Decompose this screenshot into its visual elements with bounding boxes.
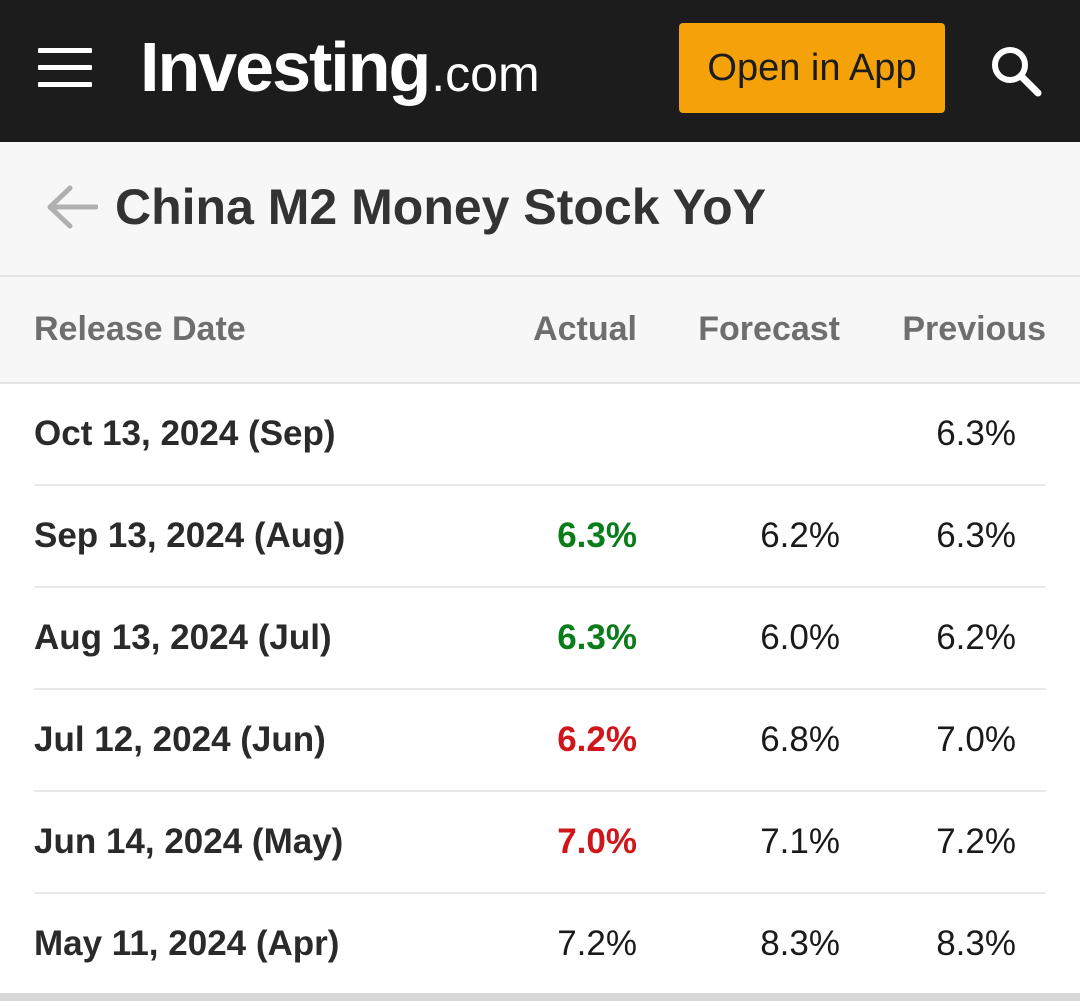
forecast-value-cell: 6.2%: [760, 516, 840, 555]
release-date-cell: Jun 14, 2024 (May): [34, 822, 344, 861]
investing-logo[interactable]: Investing .com: [140, 22, 540, 112]
menu-line: [38, 65, 92, 70]
bottom-divider: [0, 993, 1080, 1001]
forecast-value-cell: 6.8%: [760, 720, 840, 759]
release-history-table: Oct 13, 2024 (Sep) 6.3% Sep 13, 2024 (Au…: [34, 384, 1046, 994]
actual-value-cell: 6.2%: [557, 720, 637, 759]
actual-value-cell: 7.0%: [557, 822, 637, 861]
previous-value-cell: 7.2%: [936, 822, 1016, 861]
table-row: May 11, 2024 (Apr) 7.2% 8.3% 8.3%: [34, 894, 1046, 994]
table-row: Oct 13, 2024 (Sep) 6.3%: [34, 384, 1046, 486]
column-header-forecast: Forecast: [698, 310, 840, 348]
table-row: Jun 14, 2024 (May) 7.0% 7.1% 7.2%: [34, 792, 1046, 894]
table-header: Release Date Actual Forecast Previous: [0, 277, 1080, 384]
release-date-cell: Oct 13, 2024 (Sep): [34, 414, 336, 453]
page-title-bar: China M2 Money Stock YoY: [0, 142, 1080, 277]
table-row: Aug 13, 2024 (Jul) 6.3% 6.0% 6.2%: [34, 588, 1046, 690]
forecast-value-cell: 7.1%: [760, 822, 840, 861]
table-row: Sep 13, 2024 (Aug) 6.3% 6.2% 6.3%: [34, 486, 1046, 588]
previous-value-cell: 6.3%: [936, 516, 1016, 555]
logo-brand-text: Investing: [140, 28, 431, 106]
previous-value-cell: 8.3%: [936, 924, 1016, 963]
release-date-cell: Aug 13, 2024 (Jul): [34, 618, 332, 657]
previous-value-cell: 6.2%: [936, 618, 1016, 657]
open-in-app-button[interactable]: Open in App: [679, 23, 945, 113]
menu-line: [38, 48, 92, 53]
column-header-actual: Actual: [533, 310, 637, 348]
hamburger-menu-icon[interactable]: [38, 48, 92, 88]
actual-value-cell: 6.3%: [557, 516, 637, 555]
release-date-cell: May 11, 2024 (Apr): [34, 924, 340, 963]
menu-line: [38, 82, 92, 87]
actual-value-cell: 7.2%: [557, 924, 637, 963]
column-header-release-date: Release Date: [34, 310, 246, 348]
forecast-value-cell: 6.0%: [760, 618, 840, 657]
previous-value-cell: 7.0%: [936, 720, 1016, 759]
release-date-cell: Jul 12, 2024 (Jun): [34, 720, 326, 759]
forecast-value-cell: 8.3%: [760, 924, 840, 963]
arrow-left-icon[interactable]: [46, 184, 98, 230]
actual-value-cell: 6.3%: [557, 618, 637, 657]
search-icon[interactable]: [987, 42, 1043, 98]
previous-value-cell: 6.3%: [936, 414, 1016, 453]
top-navigation-bar: Investing .com Open in App: [0, 0, 1080, 142]
release-date-cell: Sep 13, 2024 (Aug): [34, 516, 346, 555]
table-row: Jul 12, 2024 (Jun) 6.2% 6.8% 7.0%: [34, 690, 1046, 792]
logo-domain-text: .com: [431, 46, 540, 102]
page-title: China M2 Money Stock YoY: [115, 179, 767, 235]
column-header-previous: Previous: [902, 310, 1046, 348]
